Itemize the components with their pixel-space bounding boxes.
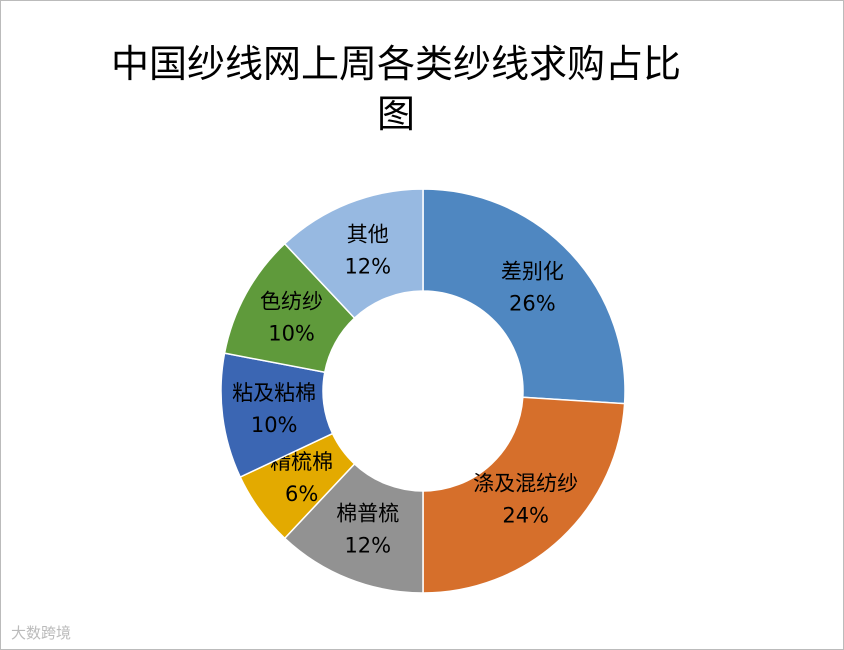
- slice-label: 色纺纱: [260, 290, 323, 314]
- slice-value: 10%: [251, 413, 298, 437]
- slice-value: 6%: [285, 482, 318, 506]
- slice-value: 12%: [344, 255, 391, 279]
- donut-slice: [283, 188, 424, 320]
- slice-label: 粘及粘棉: [232, 381, 316, 405]
- slice-value: 12%: [344, 533, 391, 557]
- slice-label: 差别化: [501, 259, 564, 283]
- chart-title: 中国纱线网上周各类纱线求购占比图: [110, 42, 681, 136]
- slice-label: 棉普梳: [336, 501, 399, 525]
- slice-value: 10%: [268, 322, 315, 346]
- slice-value: 24%: [502, 503, 549, 527]
- donut-slice: [422, 396, 626, 594]
- donut-slice: [422, 188, 626, 405]
- slice-value: 26%: [509, 291, 556, 315]
- watermark: 大数跨境: [11, 624, 72, 642]
- slice-label: 涤及混纺纱: [473, 471, 578, 495]
- slice-label: 其他: [347, 223, 389, 247]
